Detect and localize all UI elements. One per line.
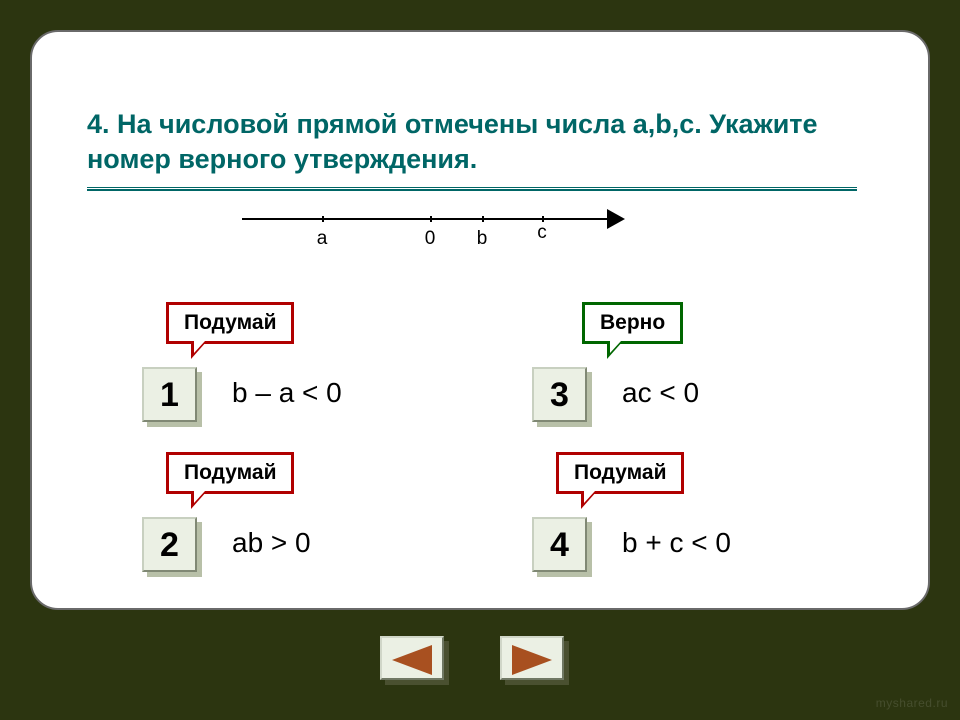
feedback-callout-1: Подумай [166, 302, 294, 344]
feedback-callout-4: Подумай [556, 452, 684, 494]
tick-label-c: c [537, 222, 547, 244]
question-text: 4. На числовой прямой отмечены числа a,b… [87, 107, 847, 177]
expression-1: b – a < 0 [232, 377, 342, 409]
tick-label-a: a [317, 228, 328, 250]
slide-card: 4. На числовой прямой отмечены числа a,b… [30, 30, 930, 610]
nav-back-button[interactable] [380, 636, 444, 680]
answer-button-1[interactable]: 1 [142, 367, 197, 422]
nav-forward-button[interactable] [500, 636, 564, 680]
option-2: Подумай 2 ab > 0 [112, 472, 512, 592]
option-1: Подумай 1 b – a < 0 [112, 322, 512, 442]
number-line-arrow-icon [607, 209, 625, 229]
expression-2: ab > 0 [232, 527, 311, 559]
tick-b [482, 216, 484, 222]
option-3: Верно 3 ac < 0 [502, 322, 902, 442]
expression-3: ac < 0 [622, 377, 699, 409]
answer-button-3[interactable]: 3 [532, 367, 587, 422]
feedback-callout-2: Подумай [166, 452, 294, 494]
watermark-text: myshared.ru [876, 696, 948, 710]
tick-label-zero: 0 [425, 228, 436, 250]
tick-a [322, 216, 324, 222]
answer-button-2[interactable]: 2 [142, 517, 197, 572]
expression-4: b + c < 0 [622, 527, 731, 559]
tick-label-b: b [477, 228, 488, 250]
triangle-right-icon [512, 645, 552, 675]
number-line: a 0 b c [242, 210, 622, 260]
answer-button-4[interactable]: 4 [532, 517, 587, 572]
feedback-callout-3: Верно [582, 302, 683, 344]
option-4: Подумай 4 b + c < 0 [502, 472, 902, 592]
divider-line [87, 187, 857, 191]
number-line-axis [242, 218, 612, 220]
tick-zero [430, 216, 432, 222]
triangle-left-icon [392, 645, 432, 675]
